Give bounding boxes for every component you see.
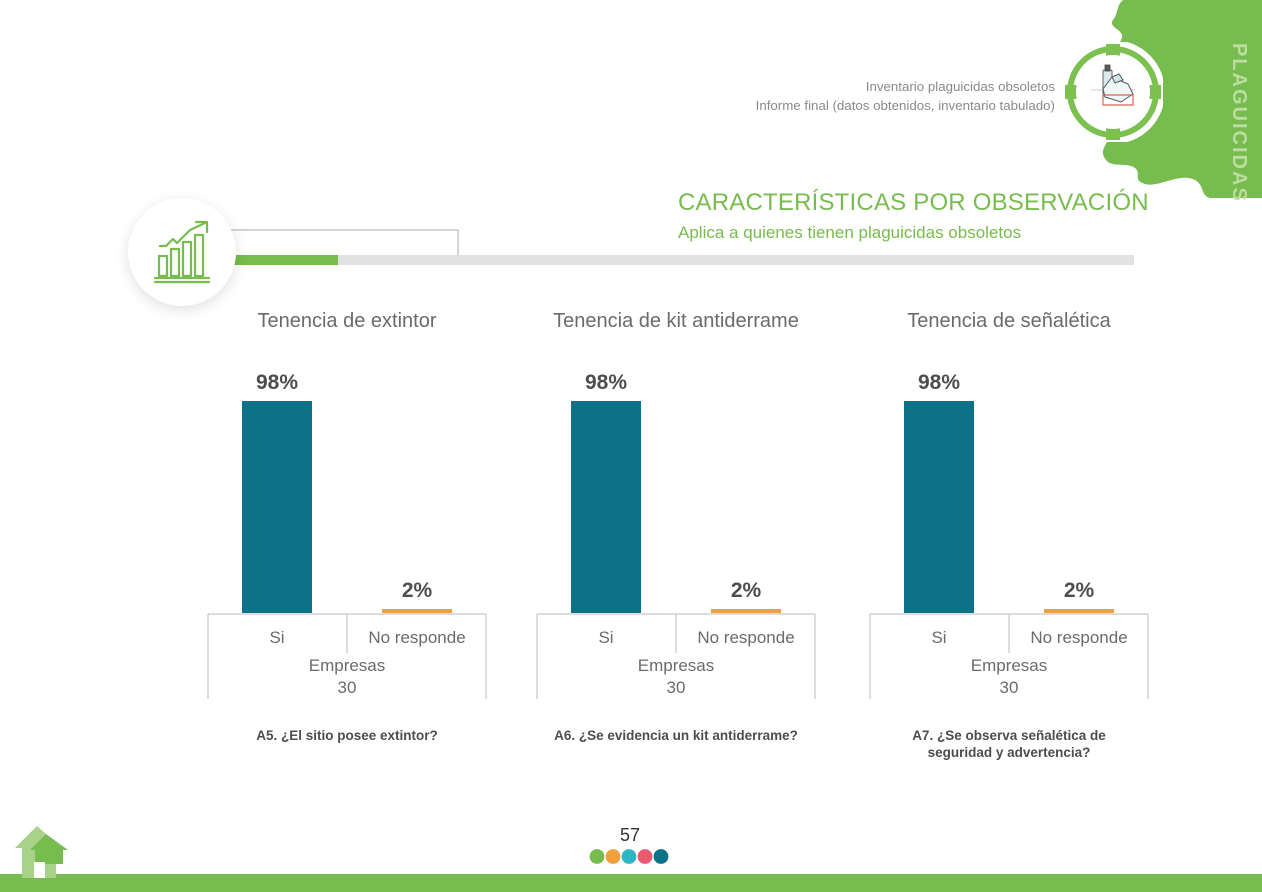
- svg-text:No responde: No responde: [1030, 628, 1127, 647]
- svg-text:No responde: No responde: [368, 628, 465, 647]
- svg-text:Si: Si: [269, 628, 284, 647]
- svg-text:Si: Si: [931, 628, 946, 647]
- svg-text:No responde: No responde: [697, 628, 794, 647]
- svg-text:Empresas: Empresas: [638, 656, 715, 675]
- svg-text:30: 30: [338, 678, 357, 697]
- svg-text:30: 30: [667, 678, 686, 697]
- svg-text:30: 30: [1000, 678, 1019, 697]
- svg-text:Empresas: Empresas: [309, 656, 386, 675]
- svg-text:Si: Si: [598, 628, 613, 647]
- svg-text:Empresas: Empresas: [971, 656, 1048, 675]
